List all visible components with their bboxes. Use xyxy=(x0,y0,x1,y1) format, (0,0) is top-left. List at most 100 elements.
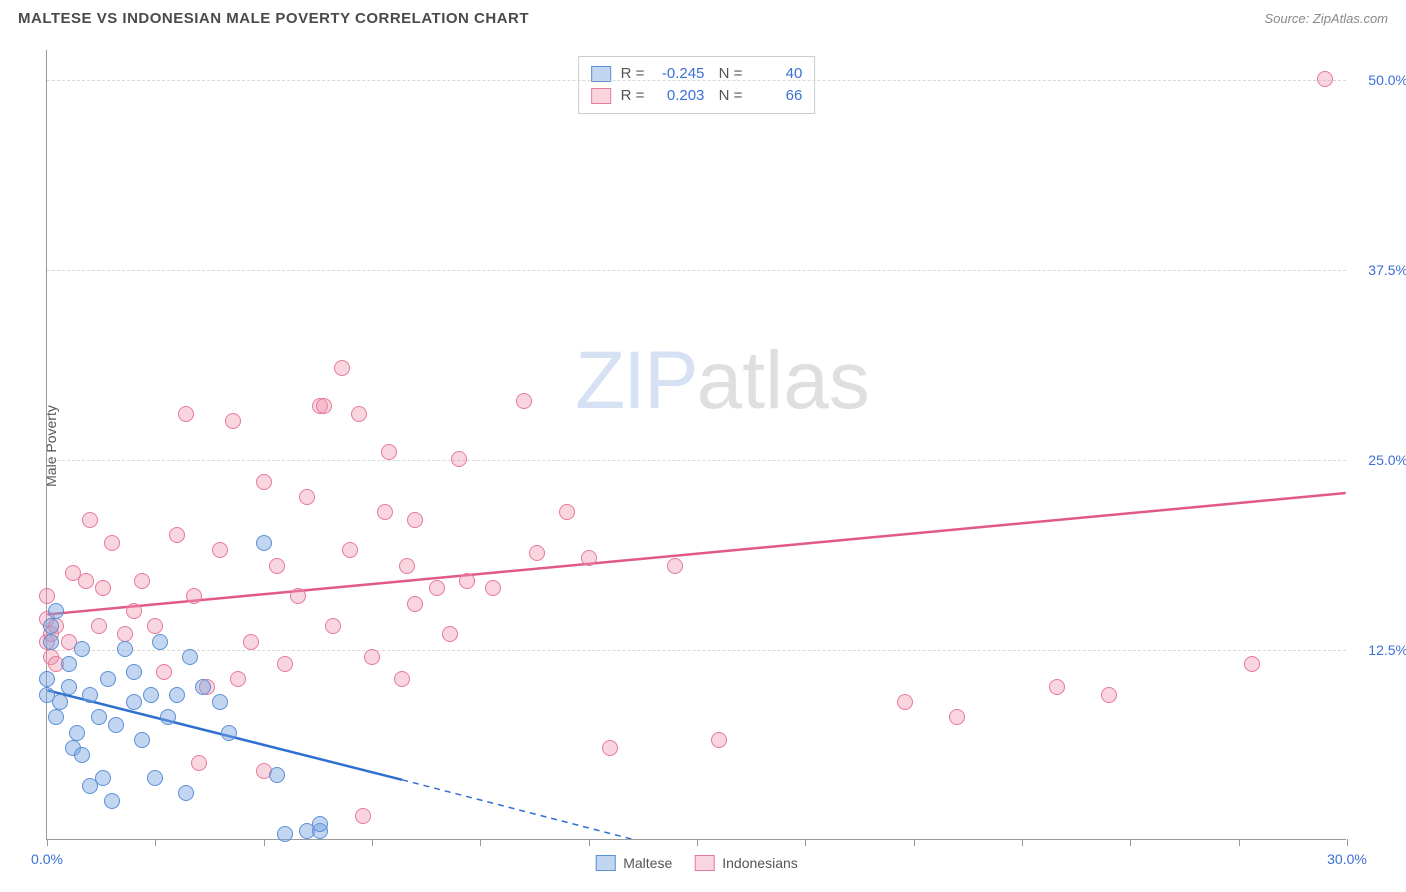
scatter-point-maltese xyxy=(152,634,168,650)
n-value-maltese: 40 xyxy=(752,63,802,85)
x-tick xyxy=(480,839,481,846)
stats-row-maltese: R = -0.245 N = 40 xyxy=(591,63,803,85)
scatter-point-indonesians xyxy=(516,393,532,409)
scatter-point-indonesians xyxy=(225,413,241,429)
scatter-point-indonesians xyxy=(325,618,341,634)
scatter-point-indonesians xyxy=(602,740,618,756)
scatter-point-maltese xyxy=(134,732,150,748)
y-tick-label: 25.0% xyxy=(1368,452,1406,468)
scatter-point-maltese xyxy=(269,767,285,783)
scatter-point-maltese xyxy=(126,694,142,710)
scatter-point-indonesians xyxy=(191,755,207,771)
scatter-point-maltese xyxy=(82,687,98,703)
scatter-point-indonesians xyxy=(186,588,202,604)
legend-swatch-indonesians xyxy=(694,855,714,871)
scatter-point-indonesians xyxy=(290,588,306,604)
legend-item-indonesians: Indonesians xyxy=(694,855,798,871)
trend-lines-layer xyxy=(47,50,1346,839)
scatter-point-maltese xyxy=(143,687,159,703)
scatter-point-indonesians xyxy=(95,580,111,596)
scatter-point-indonesians xyxy=(711,732,727,748)
scatter-point-indonesians xyxy=(529,545,545,561)
scatter-point-maltese xyxy=(312,816,328,832)
x-tick xyxy=(1239,839,1240,846)
scatter-point-maltese xyxy=(100,671,116,687)
scatter-point-maltese xyxy=(91,709,107,725)
scatter-point-maltese xyxy=(277,826,293,842)
watermark-part1: ZIP xyxy=(575,335,697,426)
scatter-point-maltese xyxy=(74,641,90,657)
scatter-point-indonesians xyxy=(581,550,597,566)
x-tick xyxy=(372,839,373,846)
gridline-h xyxy=(47,460,1346,461)
source-attribution: Source: ZipAtlas.com xyxy=(1264,11,1388,26)
scatter-point-indonesians xyxy=(355,808,371,824)
scatter-point-maltese xyxy=(221,725,237,741)
legend-swatch-maltese xyxy=(595,855,615,871)
correlation-stats-box: R = -0.245 N = 40 R = 0.203 N = 66 xyxy=(578,56,816,114)
watermark: ZIPatlas xyxy=(575,334,870,428)
x-tick-label: 30.0% xyxy=(1327,851,1367,867)
scatter-point-indonesians xyxy=(78,573,94,589)
scatter-point-indonesians xyxy=(559,504,575,520)
scatter-point-maltese xyxy=(104,793,120,809)
scatter-point-indonesians xyxy=(91,618,107,634)
scatter-point-indonesians xyxy=(429,580,445,596)
scatter-point-indonesians xyxy=(299,489,315,505)
scatter-point-maltese xyxy=(212,694,228,710)
stats-row-indonesians: R = 0.203 N = 66 xyxy=(591,85,803,107)
y-tick-label: 50.0% xyxy=(1368,72,1406,88)
x-tick xyxy=(155,839,156,846)
scatter-point-maltese xyxy=(61,679,77,695)
series-legend: Maltese Indonesians xyxy=(595,855,798,871)
scatter-point-indonesians xyxy=(169,527,185,543)
x-tick xyxy=(805,839,806,846)
scatter-point-indonesians xyxy=(269,558,285,574)
scatter-point-indonesians xyxy=(459,573,475,589)
x-tick-label: 0.0% xyxy=(31,851,63,867)
x-tick xyxy=(47,839,48,846)
x-tick xyxy=(1022,839,1023,846)
scatter-point-indonesians xyxy=(377,504,393,520)
legend-label-maltese: Maltese xyxy=(623,855,672,871)
scatter-point-indonesians xyxy=(334,360,350,376)
scatter-point-indonesians xyxy=(147,618,163,634)
scatter-point-indonesians xyxy=(442,626,458,642)
scatter-point-indonesians xyxy=(451,451,467,467)
scatter-point-indonesians xyxy=(277,656,293,672)
scatter-point-indonesians xyxy=(407,512,423,528)
x-tick xyxy=(589,839,590,846)
scatter-point-indonesians xyxy=(316,398,332,414)
y-tick-label: 12.5% xyxy=(1368,642,1406,658)
scatter-point-maltese xyxy=(117,641,133,657)
scatter-point-indonesians xyxy=(667,558,683,574)
scatter-plot-area: ZIPatlas R = -0.245 N = 40 R = 0.203 N =… xyxy=(46,50,1346,840)
scatter-point-indonesians xyxy=(399,558,415,574)
scatter-point-indonesians xyxy=(212,542,228,558)
scatter-point-maltese xyxy=(43,618,59,634)
scatter-point-indonesians xyxy=(39,588,55,604)
scatter-point-indonesians xyxy=(230,671,246,687)
scatter-point-maltese xyxy=(182,649,198,665)
scatter-point-maltese xyxy=(169,687,185,703)
r-value-maltese: -0.245 xyxy=(654,63,704,85)
x-tick xyxy=(914,839,915,846)
scatter-point-maltese xyxy=(39,671,55,687)
trend-line xyxy=(402,780,631,839)
r-value-indonesians: 0.203 xyxy=(654,85,704,107)
scatter-point-maltese xyxy=(43,634,59,650)
scatter-point-indonesians xyxy=(394,671,410,687)
scatter-point-indonesians xyxy=(134,573,150,589)
x-tick xyxy=(1347,839,1348,846)
scatter-point-maltese xyxy=(178,785,194,801)
gridline-h xyxy=(47,270,1346,271)
scatter-point-maltese xyxy=(147,770,163,786)
scatter-point-indonesians xyxy=(351,406,367,422)
scatter-point-indonesians xyxy=(485,580,501,596)
scatter-point-indonesians xyxy=(407,596,423,612)
scatter-point-indonesians xyxy=(1244,656,1260,672)
scatter-point-maltese xyxy=(61,656,77,672)
scatter-point-indonesians xyxy=(381,444,397,460)
scatter-point-indonesians xyxy=(117,626,133,642)
scatter-point-indonesians xyxy=(104,535,120,551)
